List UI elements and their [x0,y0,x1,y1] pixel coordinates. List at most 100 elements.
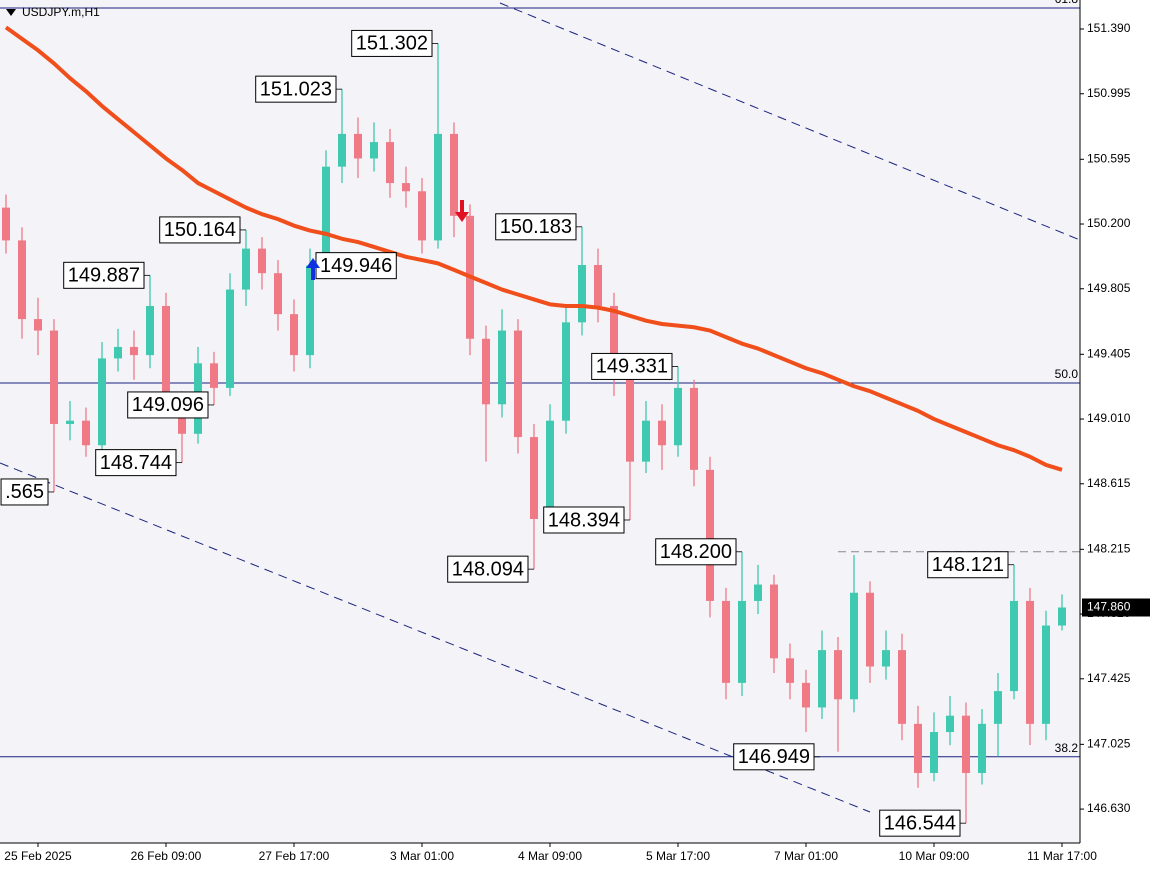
x-tick-label: 10 Mar 09:00 [899,849,970,863]
x-tick-label: 26 Feb 09:00 [131,849,202,863]
candle-body [594,264,602,306]
candle-body [162,305,170,405]
candle-body [1058,607,1066,626]
candle-body [274,273,282,315]
y-tick-label: 151.390 [1087,21,1131,35]
candle-body [434,133,442,241]
y-tick-label: 148.215 [1087,541,1131,555]
candle-body [1042,625,1050,724]
level-name: 50.0 [1055,367,1079,381]
candle-body [482,338,490,405]
y-tick-label: 149.010 [1087,411,1131,425]
candle-body [578,264,586,323]
candle-body [962,715,970,774]
candle-body [50,330,58,424]
y-tick-label: 149.405 [1087,346,1131,360]
candle-body [2,207,10,241]
candle-body [802,682,810,708]
annotation-label: 151.023 [260,78,332,100]
sell-arrow [455,200,469,222]
candle-body [674,387,682,446]
annotation-label: .565 [5,481,44,503]
candle-body [210,363,218,388]
candle-body [850,592,858,700]
price-annotation: 149.887 [63,261,150,289]
x-tick-label: 4 Mar 09:00 [518,849,582,863]
candle-body [130,346,138,356]
price-annotation: 148.744 [95,449,182,477]
candle-body [370,142,378,159]
candle-body [290,314,298,356]
candle-body [418,191,426,241]
candle-body [18,240,26,320]
annotation-box [351,29,433,57]
candle-body [226,289,234,388]
annotation-label: 150.183 [500,216,572,238]
x-tick-label: 11 Mar 17:00 [1027,849,1097,863]
annotation-box [95,449,177,477]
x-tick-label: 27 Feb 17:00 [259,849,330,863]
annotation-box [315,252,397,280]
price-annotation: 149.096 [127,391,214,419]
price-annotation: 150.183 [495,213,582,241]
candle-body [994,691,1002,724]
x-tick-label: 3 Mar 01:00 [390,849,454,863]
candle-body [722,600,730,683]
candle-body [754,584,762,601]
candle-body [898,650,906,724]
current-price-label: 147.860 [1087,600,1131,614]
candle-body [306,265,314,356]
annotation-label: 148.094 [452,558,524,580]
annotation-box [495,213,577,241]
annotation-box [159,216,241,244]
candle-body [770,584,778,659]
candle-body [322,166,330,266]
price-annotation: 146.949 [733,743,820,771]
candle-body [242,248,250,290]
price-annotation: 151.302 [351,29,438,57]
y-tick-label: 147.025 [1087,737,1131,751]
channel-line [0,462,871,813]
x-tick-label: 25 Feb 2025 [4,849,72,863]
candle-body [514,330,522,438]
candle-body [610,305,618,380]
label-layer: 61.8 50.0 38.2 149.887 150.164 151.023 151.302… [0,0,1079,837]
candle-body [562,322,570,421]
candle-body [978,723,986,774]
y-tick-label: 146.630 [1087,801,1131,815]
candle-body [66,420,74,424]
candle-body [866,592,874,667]
price-annotation: 149.946 [310,252,397,280]
annotation-label: 149.331 [596,356,668,378]
annotation-label: 146.544 [884,812,956,834]
annotation-box [127,391,209,419]
candle-body [738,600,746,683]
candle-body [402,183,410,192]
price-annotation: 149.331 [591,352,678,380]
candle-body [354,133,362,159]
candle-body [882,650,890,667]
candle-body [1010,600,1018,692]
y-tick-label: 147.425 [1087,671,1131,685]
price-annotation: 148.121 [927,551,1014,579]
chart-title: USDJPY.m,H1 [22,5,100,19]
annotation-box [543,506,625,534]
annotation-label: 149.096 [132,394,204,416]
annotation-label: 148.744 [100,452,172,474]
price-annotation: 151.023 [255,75,342,103]
candle-body [114,346,122,359]
price-annotation: .565 [0,478,54,506]
level-name: 61.8 [1055,0,1079,6]
annotation-box [927,551,1009,579]
y-tick-label: 148.615 [1087,476,1131,490]
y-tick-label: 150.200 [1087,216,1131,230]
buy-arrow [306,258,320,280]
candle-body [786,658,794,683]
x-tick-label: 5 Mar 17:00 [646,849,710,863]
candle-body [498,330,506,405]
candle-body [930,732,938,774]
annotation-label: 151.302 [356,33,428,55]
annotation-label: 148.200 [660,541,732,563]
y-tick-label: 150.595 [1087,151,1131,165]
